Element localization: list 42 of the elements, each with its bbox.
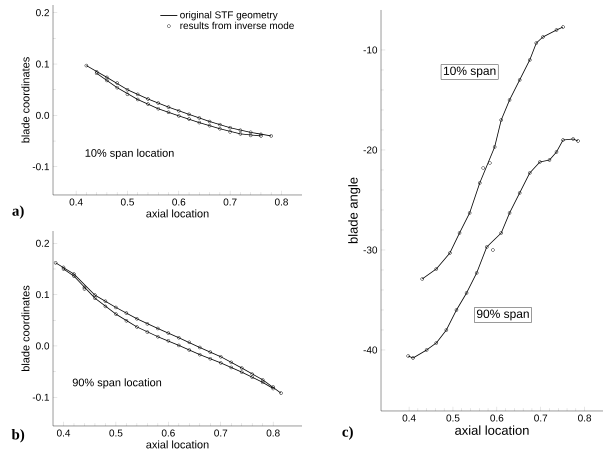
x-tick-label: 0.8 xyxy=(578,414,592,422)
x-tick-label: 0.4 xyxy=(402,414,416,422)
y-tick-label: -0.1 xyxy=(32,163,50,170)
y-tick-label: 0.1 xyxy=(36,291,50,298)
y-tick-label: 0.2 xyxy=(36,9,49,16)
y-tick-label: -30 xyxy=(364,246,378,254)
x-tick-label: 0.5 xyxy=(446,414,460,422)
y-axis-title: blade coordinates xyxy=(21,286,30,372)
x-tick-label: 0.6 xyxy=(162,430,175,437)
y-tick-label: 0.2 xyxy=(36,240,49,247)
annotation: 90% span location xyxy=(72,378,162,388)
x-tick-label: 0.6 xyxy=(172,198,186,206)
text: b) xyxy=(12,428,24,443)
y-tick-label: 0.1 xyxy=(36,60,50,68)
x-tick-label: 0.8 xyxy=(266,430,280,437)
y-axis-title: blade angle xyxy=(348,178,360,244)
legend-label: original STF geometry xyxy=(180,11,278,20)
text: c) xyxy=(342,426,353,440)
x-tick-label: 0.8 xyxy=(274,198,288,206)
annotation: 10% span location xyxy=(86,148,174,160)
annotation: 90% span xyxy=(476,310,529,320)
annotation: 10% span xyxy=(444,66,496,78)
x-axis-title: axial location xyxy=(146,209,208,218)
x-axis-title: axial location xyxy=(146,440,208,448)
x-tick-label: 0.6 xyxy=(490,414,504,422)
x-tick-label: 0.7 xyxy=(534,414,548,422)
y-tick-label: -10 xyxy=(364,46,378,54)
text: a) xyxy=(12,205,24,219)
y-tick-label: -0.1 xyxy=(32,394,50,401)
x-tick-label: 0.4 xyxy=(56,430,70,437)
x-tick-label: 0.7 xyxy=(214,430,228,437)
x-tick-label: 0.7 xyxy=(224,198,237,206)
legend-label: results from inverse mode xyxy=(180,22,294,30)
x-tick-label: 0.4 xyxy=(70,198,83,206)
x-tick-label: 0.5 xyxy=(109,430,122,437)
y-tick-label: 0.0 xyxy=(36,342,50,350)
x-tick-label: 0.5 xyxy=(120,198,134,206)
y-axis-title: blade coordinates xyxy=(21,57,30,143)
y-tick-label: -40 xyxy=(364,346,378,354)
x-axis-title: axial location xyxy=(455,425,529,435)
y-tick-label: -20 xyxy=(364,146,378,154)
y-tick-label: 0.0 xyxy=(36,112,50,119)
